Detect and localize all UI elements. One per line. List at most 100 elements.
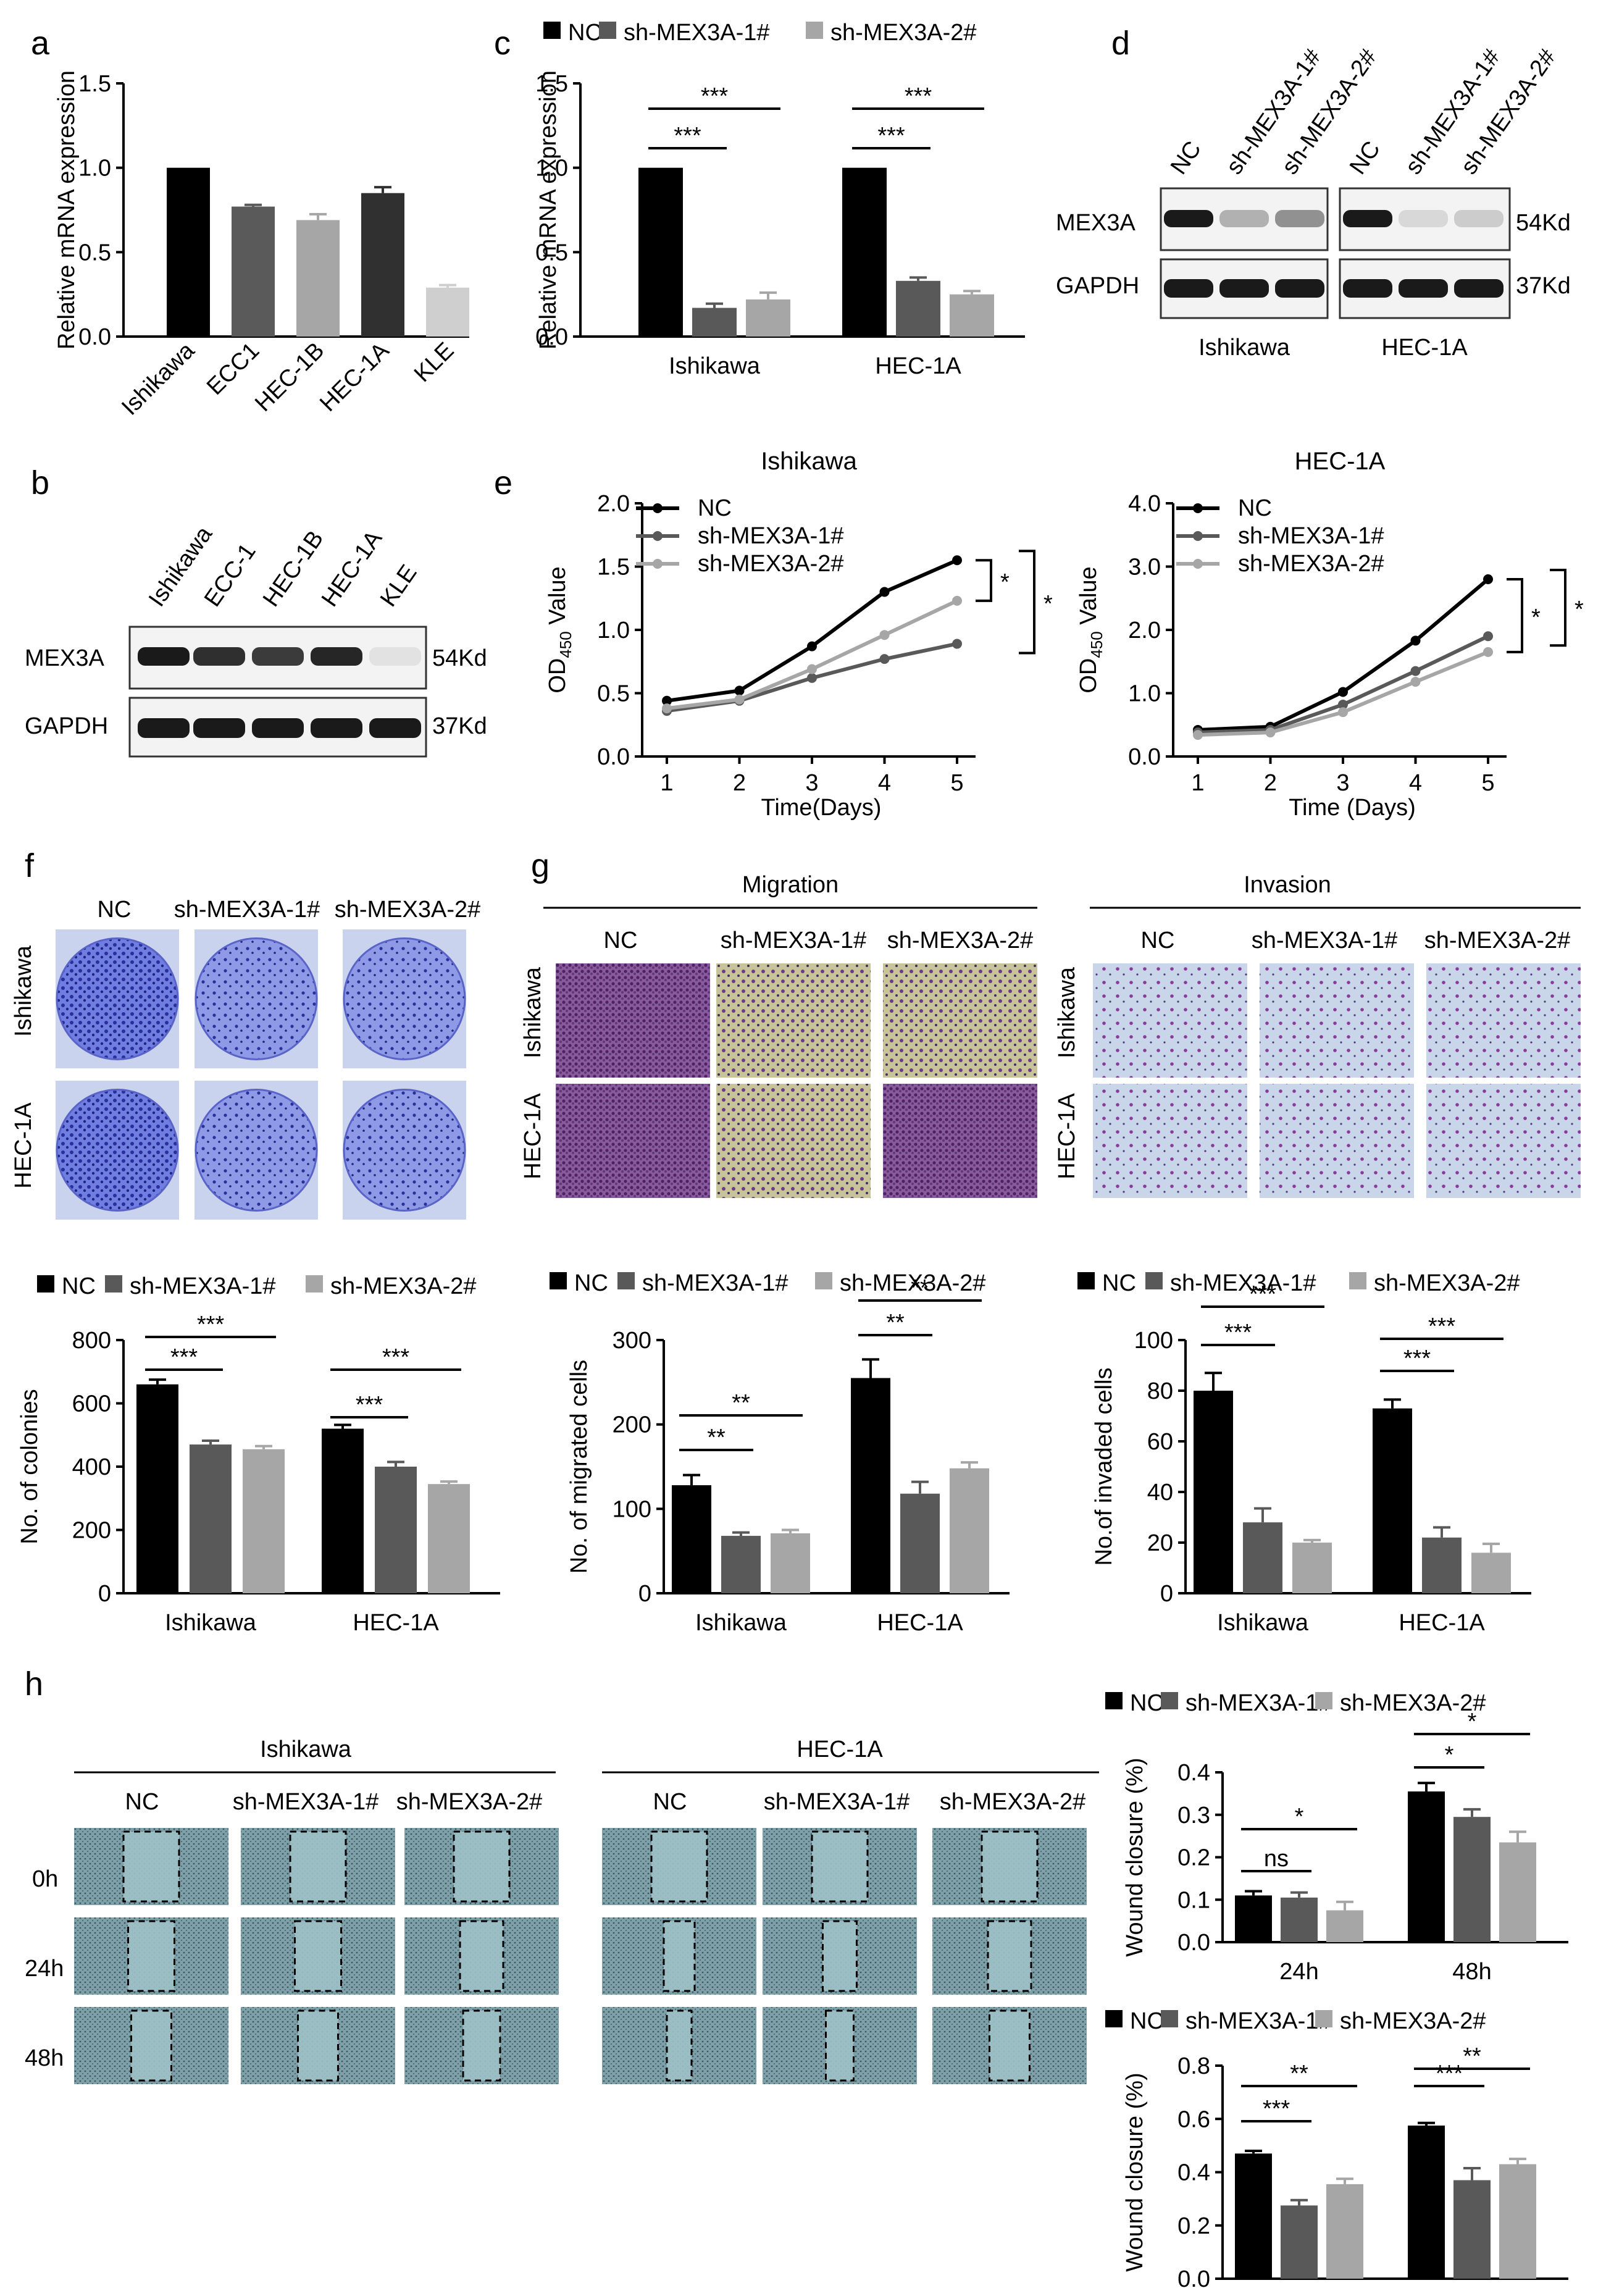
legend-swatch bbox=[1349, 1272, 1366, 1289]
bar bbox=[896, 280, 940, 337]
lane-label: HEC-1B bbox=[258, 526, 328, 611]
h-hec-sh1: sh-MEX3A-1# bbox=[764, 1789, 910, 1815]
bar bbox=[842, 167, 887, 337]
sig-bracket bbox=[1550, 569, 1566, 647]
mex3a-band bbox=[1275, 210, 1324, 227]
mex3a-band bbox=[1399, 210, 1448, 227]
bar bbox=[1499, 1842, 1536, 1942]
f-row-hec1a: HEC-1A bbox=[10, 1102, 36, 1189]
blot-d-mex3a-label: MEX3A bbox=[1056, 210, 1135, 236]
wound-outline bbox=[822, 1920, 858, 1992]
sig-label: * bbox=[1445, 1742, 1454, 1768]
wound-gap bbox=[667, 2011, 692, 2080]
wound-gap bbox=[298, 2011, 338, 2080]
panel-letter-c: c bbox=[494, 25, 511, 62]
wound-outline bbox=[663, 1920, 696, 1992]
wound-gap bbox=[460, 1921, 503, 1991]
bar bbox=[1422, 1537, 1462, 1593]
legend-label: sh-MEX3A-1# bbox=[1238, 523, 1384, 549]
bar bbox=[672, 1485, 711, 1593]
lane-label: KLE bbox=[375, 560, 422, 611]
legend-label: NC bbox=[698, 495, 732, 521]
legend-label: sh-MEX3A-2# bbox=[698, 551, 844, 577]
sig-label: ** bbox=[911, 1275, 929, 1301]
mex3a-band bbox=[311, 647, 362, 666]
wound-outline bbox=[650, 1830, 708, 1903]
x-tick-label: Ishikawa bbox=[695, 1610, 787, 1636]
data-point bbox=[1338, 707, 1348, 718]
y-tick-label: 0.8 bbox=[1177, 2053, 1210, 2079]
data-point bbox=[1338, 687, 1348, 697]
wound-outline bbox=[294, 1920, 342, 1992]
lane-label: NC bbox=[1345, 136, 1386, 179]
panel-letter-b: b bbox=[31, 464, 49, 501]
x-tick-label: 3 bbox=[1336, 770, 1349, 796]
bar bbox=[136, 1384, 178, 1593]
wound-gap bbox=[463, 2011, 500, 2080]
wound-gap bbox=[454, 1832, 509, 1901]
data-point bbox=[807, 672, 817, 683]
legend-label: sh-MEX3A-2# bbox=[330, 1273, 477, 1299]
bar bbox=[428, 1484, 470, 1593]
f-col-nc: NC bbox=[98, 897, 132, 923]
x-tick-label: HEC-1A bbox=[353, 1610, 439, 1636]
data-point bbox=[662, 703, 672, 714]
legend-label: sh-MEX3A-1# bbox=[698, 523, 844, 549]
y-tick-label: 100 bbox=[613, 1496, 651, 1522]
colony-plate bbox=[343, 1089, 466, 1212]
sig-label: * bbox=[1000, 569, 1010, 595]
x-tick-label: 5 bbox=[950, 770, 963, 796]
bar bbox=[1281, 2205, 1318, 2279]
bar bbox=[296, 220, 340, 337]
legend-label: sh-MEX3A-2# bbox=[840, 1270, 986, 1296]
data-point bbox=[879, 630, 890, 640]
data-point bbox=[952, 555, 962, 566]
legend-marker bbox=[653, 559, 663, 569]
wound-gap bbox=[989, 2011, 1030, 2080]
chart-f-colonies: 0 200 400 600 800 No. of colonies Ishikawa *** *… bbox=[17, 1312, 500, 1636]
bar bbox=[1453, 2180, 1491, 2279]
sig-label: ** bbox=[707, 1425, 726, 1451]
y-tick-label: 1.0 bbox=[597, 618, 630, 643]
y-tick-label: 1.5 bbox=[78, 71, 111, 97]
data-point bbox=[879, 654, 890, 664]
x-tick-label: 3 bbox=[805, 770, 818, 796]
legend-label: sh-MEX3A-1# bbox=[642, 1270, 788, 1296]
legend-label: sh-MEX3A-1# bbox=[1186, 2008, 1332, 2034]
wound-gap bbox=[128, 1921, 175, 1991]
colony-plate bbox=[56, 1089, 179, 1212]
blot-b-kd37: 37Kd bbox=[432, 713, 487, 739]
bar bbox=[1408, 2126, 1445, 2279]
gapdh-band bbox=[1219, 279, 1269, 298]
mex3a-band bbox=[1454, 210, 1504, 227]
legend-label: NC bbox=[1130, 2008, 1164, 2034]
lane-label: HEC-1A bbox=[317, 526, 388, 611]
migration-image bbox=[556, 963, 710, 1078]
wound-outline bbox=[666, 2009, 693, 2082]
blot-d-ishikawa-label: Ishikawa bbox=[1198, 335, 1290, 361]
y-tick-label: 60 bbox=[1147, 1429, 1173, 1455]
colony-plate bbox=[343, 937, 466, 1060]
data-point bbox=[807, 641, 817, 652]
panel-letter-d: d bbox=[1111, 25, 1130, 62]
wound-outline bbox=[130, 2009, 172, 2082]
migration-image bbox=[716, 1084, 871, 1198]
invasion-image bbox=[1093, 963, 1247, 1078]
bar bbox=[1326, 1910, 1363, 1942]
legend-label: sh-MEX3A-2# bbox=[1238, 551, 1384, 577]
legend-label: NC bbox=[574, 1270, 608, 1296]
panel-letter-h: h bbox=[25, 1665, 43, 1703]
h-hec-nc: NC bbox=[653, 1789, 687, 1815]
y-tick-label: 300 bbox=[613, 1328, 651, 1354]
bar bbox=[1453, 1817, 1491, 1942]
data-point bbox=[1483, 574, 1493, 584]
h-ishikawa-title: Ishikawa bbox=[260, 1737, 352, 1762]
bar bbox=[426, 287, 469, 337]
wound-outline bbox=[289, 1830, 347, 1903]
wound-outline bbox=[981, 1830, 1039, 1903]
wound-images bbox=[74, 1828, 1087, 2084]
legend-swatch bbox=[1145, 1272, 1163, 1289]
wound-gap bbox=[295, 1921, 341, 1991]
